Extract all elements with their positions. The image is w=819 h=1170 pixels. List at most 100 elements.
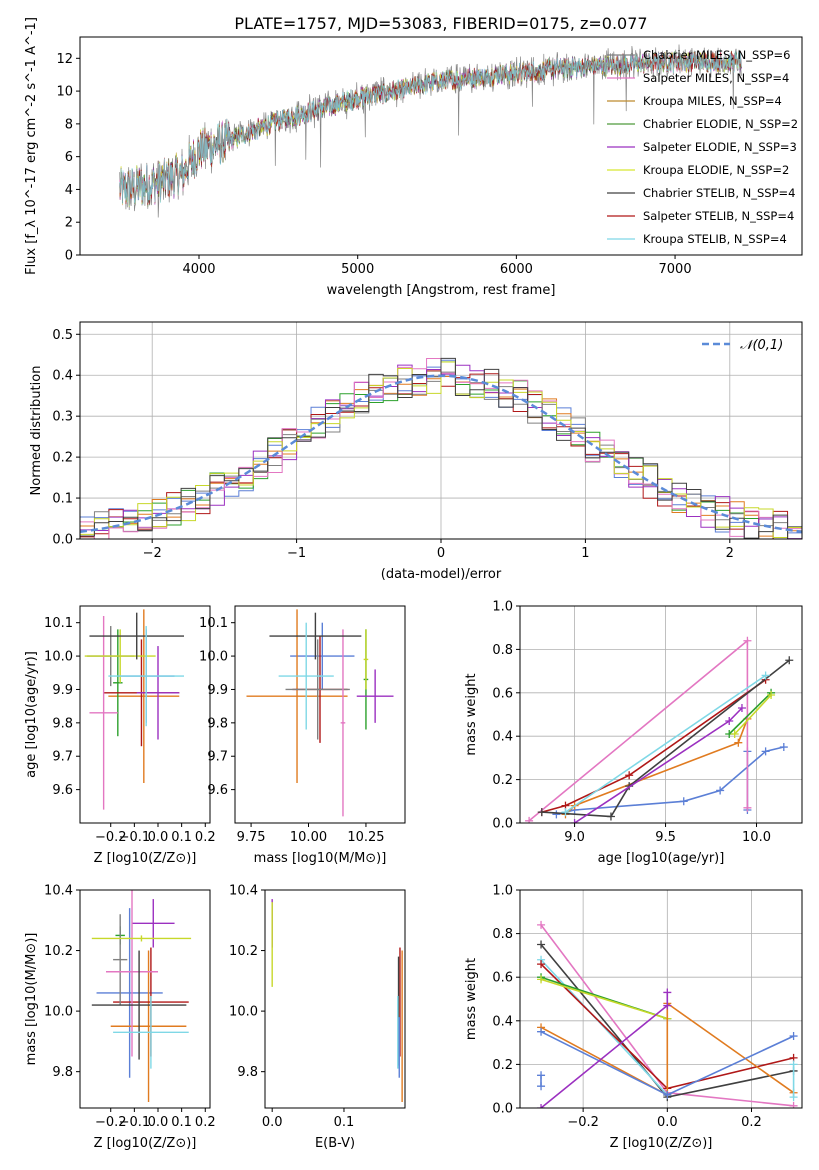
x-tick-label: 1 <box>581 546 589 561</box>
y-tick-label: 4 <box>65 183 73 198</box>
panel-4: 9.75 10.00 10.25 9.6 9.7 9.8 9.9 10.0 10.1 mass [… <box>199 605 406 866</box>
y-axis-label: mass weight <box>464 673 479 755</box>
x-axis-label: wavelength [Angstrom, rest frame] <box>327 283 556 298</box>
y-tick-label: 10.1 <box>44 616 73 631</box>
plot-area <box>80 357 802 539</box>
y-tick-label: 0.4 <box>52 369 73 384</box>
legend-entry: Kroupa MILES, N_SSP=4 <box>643 94 782 108</box>
y-tick-label: 9.8 <box>52 716 73 731</box>
y-tick-label: 1.0 <box>492 884 513 899</box>
y-tick-label: 9.7 <box>52 750 73 765</box>
y-tick-label: 0.4 <box>492 730 513 745</box>
data-point <box>537 920 546 929</box>
legend-entry: Salpeter ELODIE, N_SSP=3 <box>643 140 797 154</box>
errorbar-point <box>285 639 350 740</box>
y-tick-label: 0.0 <box>492 817 513 832</box>
normal-curve <box>80 374 802 534</box>
y-tick-label: 9.6 <box>52 783 73 798</box>
y-axis-label: Flux [f_λ 10^-17 erg cm^-2 s^-1 A^-1] <box>24 17 39 275</box>
x-axis-label: age [log10(age/yr)] <box>598 851 725 866</box>
spectrum-line <box>119 50 742 206</box>
data-point <box>730 730 739 739</box>
x-tick-label: 0.2 <box>195 1115 216 1130</box>
x-tick-label: 10.0 <box>742 830 771 845</box>
errorbar-point <box>132 899 175 948</box>
data-point <box>789 1093 798 1102</box>
errorbar-point <box>290 622 355 690</box>
plot-area <box>119 44 742 218</box>
x-tick-label: −0.2 <box>95 1115 127 1130</box>
x-tick-label: 0.2 <box>741 1115 762 1130</box>
y-tick-label: 10.2 <box>229 944 258 959</box>
y-tick-label: 9.7 <box>207 750 228 765</box>
y-tick-label: 9.8 <box>237 1065 258 1080</box>
x-tick-label: 0.0 <box>262 1115 283 1130</box>
axes-frame <box>79 321 803 540</box>
errorbar-point <box>106 890 158 1057</box>
mass-weight-series <box>540 1001 795 1097</box>
errorbar-point <box>110 950 187 1102</box>
data-point <box>789 1101 798 1108</box>
data-point <box>716 786 725 795</box>
data-point <box>606 812 615 821</box>
mass-weight-series <box>574 707 743 823</box>
x-axis-label: E(B-V) <box>315 1136 355 1151</box>
x-tick-label: 0.1 <box>334 1115 355 1130</box>
axes-frame <box>519 605 803 824</box>
plot-area <box>91 890 192 1102</box>
x-tick-label: 7000 <box>659 262 692 277</box>
x-axis-label: Z [log10(Z/Z⊙)] <box>94 851 197 866</box>
legend-entry: Chabrier STELIB, N_SSP=4 <box>643 186 795 200</box>
mass-weight-series <box>734 694 772 735</box>
errorbar-point <box>340 629 346 817</box>
x-tick-label: 0.1 <box>171 1115 192 1130</box>
errorbar-point <box>113 629 123 737</box>
y-tick-label: 10.0 <box>229 1005 258 1020</box>
x-tick-label: 9.5 <box>655 830 676 845</box>
errorbar-point <box>113 995 189 1069</box>
y-tick-label: 1.0 <box>492 600 513 615</box>
y-tick-label: 0.4 <box>492 1014 513 1029</box>
y-axis-label: age [log10(age/yr)] <box>24 651 39 778</box>
data-point <box>561 808 570 817</box>
mass-weight-series <box>728 692 772 735</box>
axes-frame <box>234 605 406 824</box>
x-tick-label: −1 <box>287 546 306 561</box>
axes-frame <box>79 605 211 824</box>
x-tick-label: 9.75 <box>237 830 266 845</box>
data-point <box>743 636 752 645</box>
y-tick-label: 10.0 <box>199 650 228 665</box>
x-tick-label: 0.0 <box>148 830 169 845</box>
y-tick-label: 0.3 <box>52 410 73 425</box>
x-tick-label: 6000 <box>500 262 533 277</box>
y-tick-label: 2 <box>65 216 73 231</box>
y-axis-label: Normed distribution <box>29 366 44 496</box>
y-tick-label: 10.2 <box>44 944 73 959</box>
y-tick-label: 9.8 <box>52 1065 73 1080</box>
errorbar-point <box>91 935 192 942</box>
x-axis-label: (data-model)/error <box>381 567 502 582</box>
data-point <box>537 1104 546 1108</box>
data-point <box>537 1027 546 1036</box>
data-point <box>537 1071 546 1080</box>
legend-entry: Chabrier MILES, N_SSP=6 <box>643 48 790 62</box>
legend-entry: 𝒩(0,1) <box>740 338 783 353</box>
y-tick-label: 0 <box>65 249 73 264</box>
y-tick-label: 0.2 <box>52 451 73 466</box>
data-point <box>761 747 770 756</box>
x-tick-label: −2 <box>143 546 162 561</box>
mass-weight-series <box>565 674 767 813</box>
x-tick-label: 0.0 <box>657 1115 678 1130</box>
panel-1: 4000 5000 6000 7000 0 2 4 6 8 10 12 wavelength [Ang… <box>24 17 803 298</box>
y-tick-label: 0.6 <box>492 686 513 701</box>
data-point <box>789 1032 798 1041</box>
legend-entry: Kroupa STELIB, N_SSP=4 <box>643 232 787 246</box>
data-point <box>779 743 788 752</box>
x-tick-label: 0.2 <box>195 830 216 845</box>
data-point <box>737 703 746 712</box>
legend-entry: Chabrier ELODIE, N_SSP=2 <box>643 117 798 131</box>
errorbar-point <box>108 626 184 727</box>
y-tick-label: 0.2 <box>492 1058 513 1073</box>
y-tick-label: 10.1 <box>199 616 228 631</box>
